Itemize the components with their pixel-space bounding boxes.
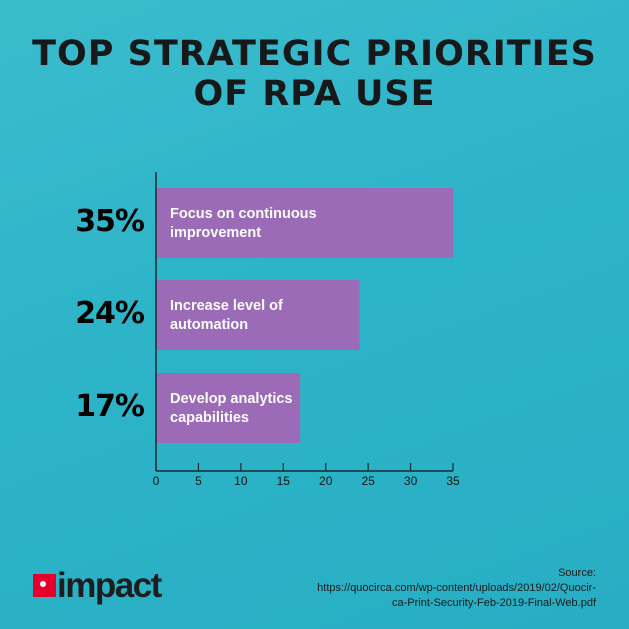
x-tick-label: 25 <box>361 474 375 488</box>
category-label-line: capabilities <box>170 410 249 426</box>
value-label: 35% <box>75 204 145 239</box>
bar-2 <box>156 280 360 350</box>
title-line-2: OF RPA USE <box>193 74 436 114</box>
x-tick-label: 30 <box>404 474 418 488</box>
source-note: Source: https://quocirca.com/wp-content/… <box>317 566 596 611</box>
category-label-line: Increase level of <box>170 298 283 314</box>
source-label: Source: <box>558 567 596 579</box>
category-label-line: Focus on continuous <box>170 206 317 222</box>
value-label: 17% <box>75 389 145 424</box>
category-label-line: Develop analytics <box>170 391 293 407</box>
bar-category-label: Focus on continuous improvement <box>170 205 317 243</box>
x-tick-label: 35 <box>446 474 460 488</box>
category-label-line: improvement <box>170 225 262 241</box>
impact-logo: impact <box>33 566 162 605</box>
bar-category-label: Develop analytics capabilities <box>170 390 293 428</box>
bar-3 <box>156 373 301 443</box>
x-tick-label: 10 <box>234 474 248 488</box>
category-label-line: automation <box>170 317 249 333</box>
logo-mark-icon <box>33 574 56 597</box>
title-line-1: TOP STRATEGIC PRIORITIES <box>32 34 597 74</box>
x-tick-label: 20 <box>319 474 333 488</box>
logo-text: impact <box>57 566 162 605</box>
source-url-line-1[interactable]: https://quocirca.com/wp-content/uploads/… <box>317 582 596 594</box>
source-url-line-2[interactable]: ca-Print-Security-Feb-2019-Final-Web.pdf <box>392 597 596 609</box>
x-tick-label: 0 <box>153 474 160 488</box>
value-label: 24% <box>75 296 145 331</box>
chart-title: TOP STRATEGIC PRIORITIES OF RPA USE <box>0 34 629 114</box>
x-tick-label: 15 <box>277 474 291 488</box>
bar-1 <box>156 188 453 258</box>
x-tick-label: 5 <box>195 474 202 488</box>
bar-category-label: Increase level of automation <box>170 297 283 335</box>
